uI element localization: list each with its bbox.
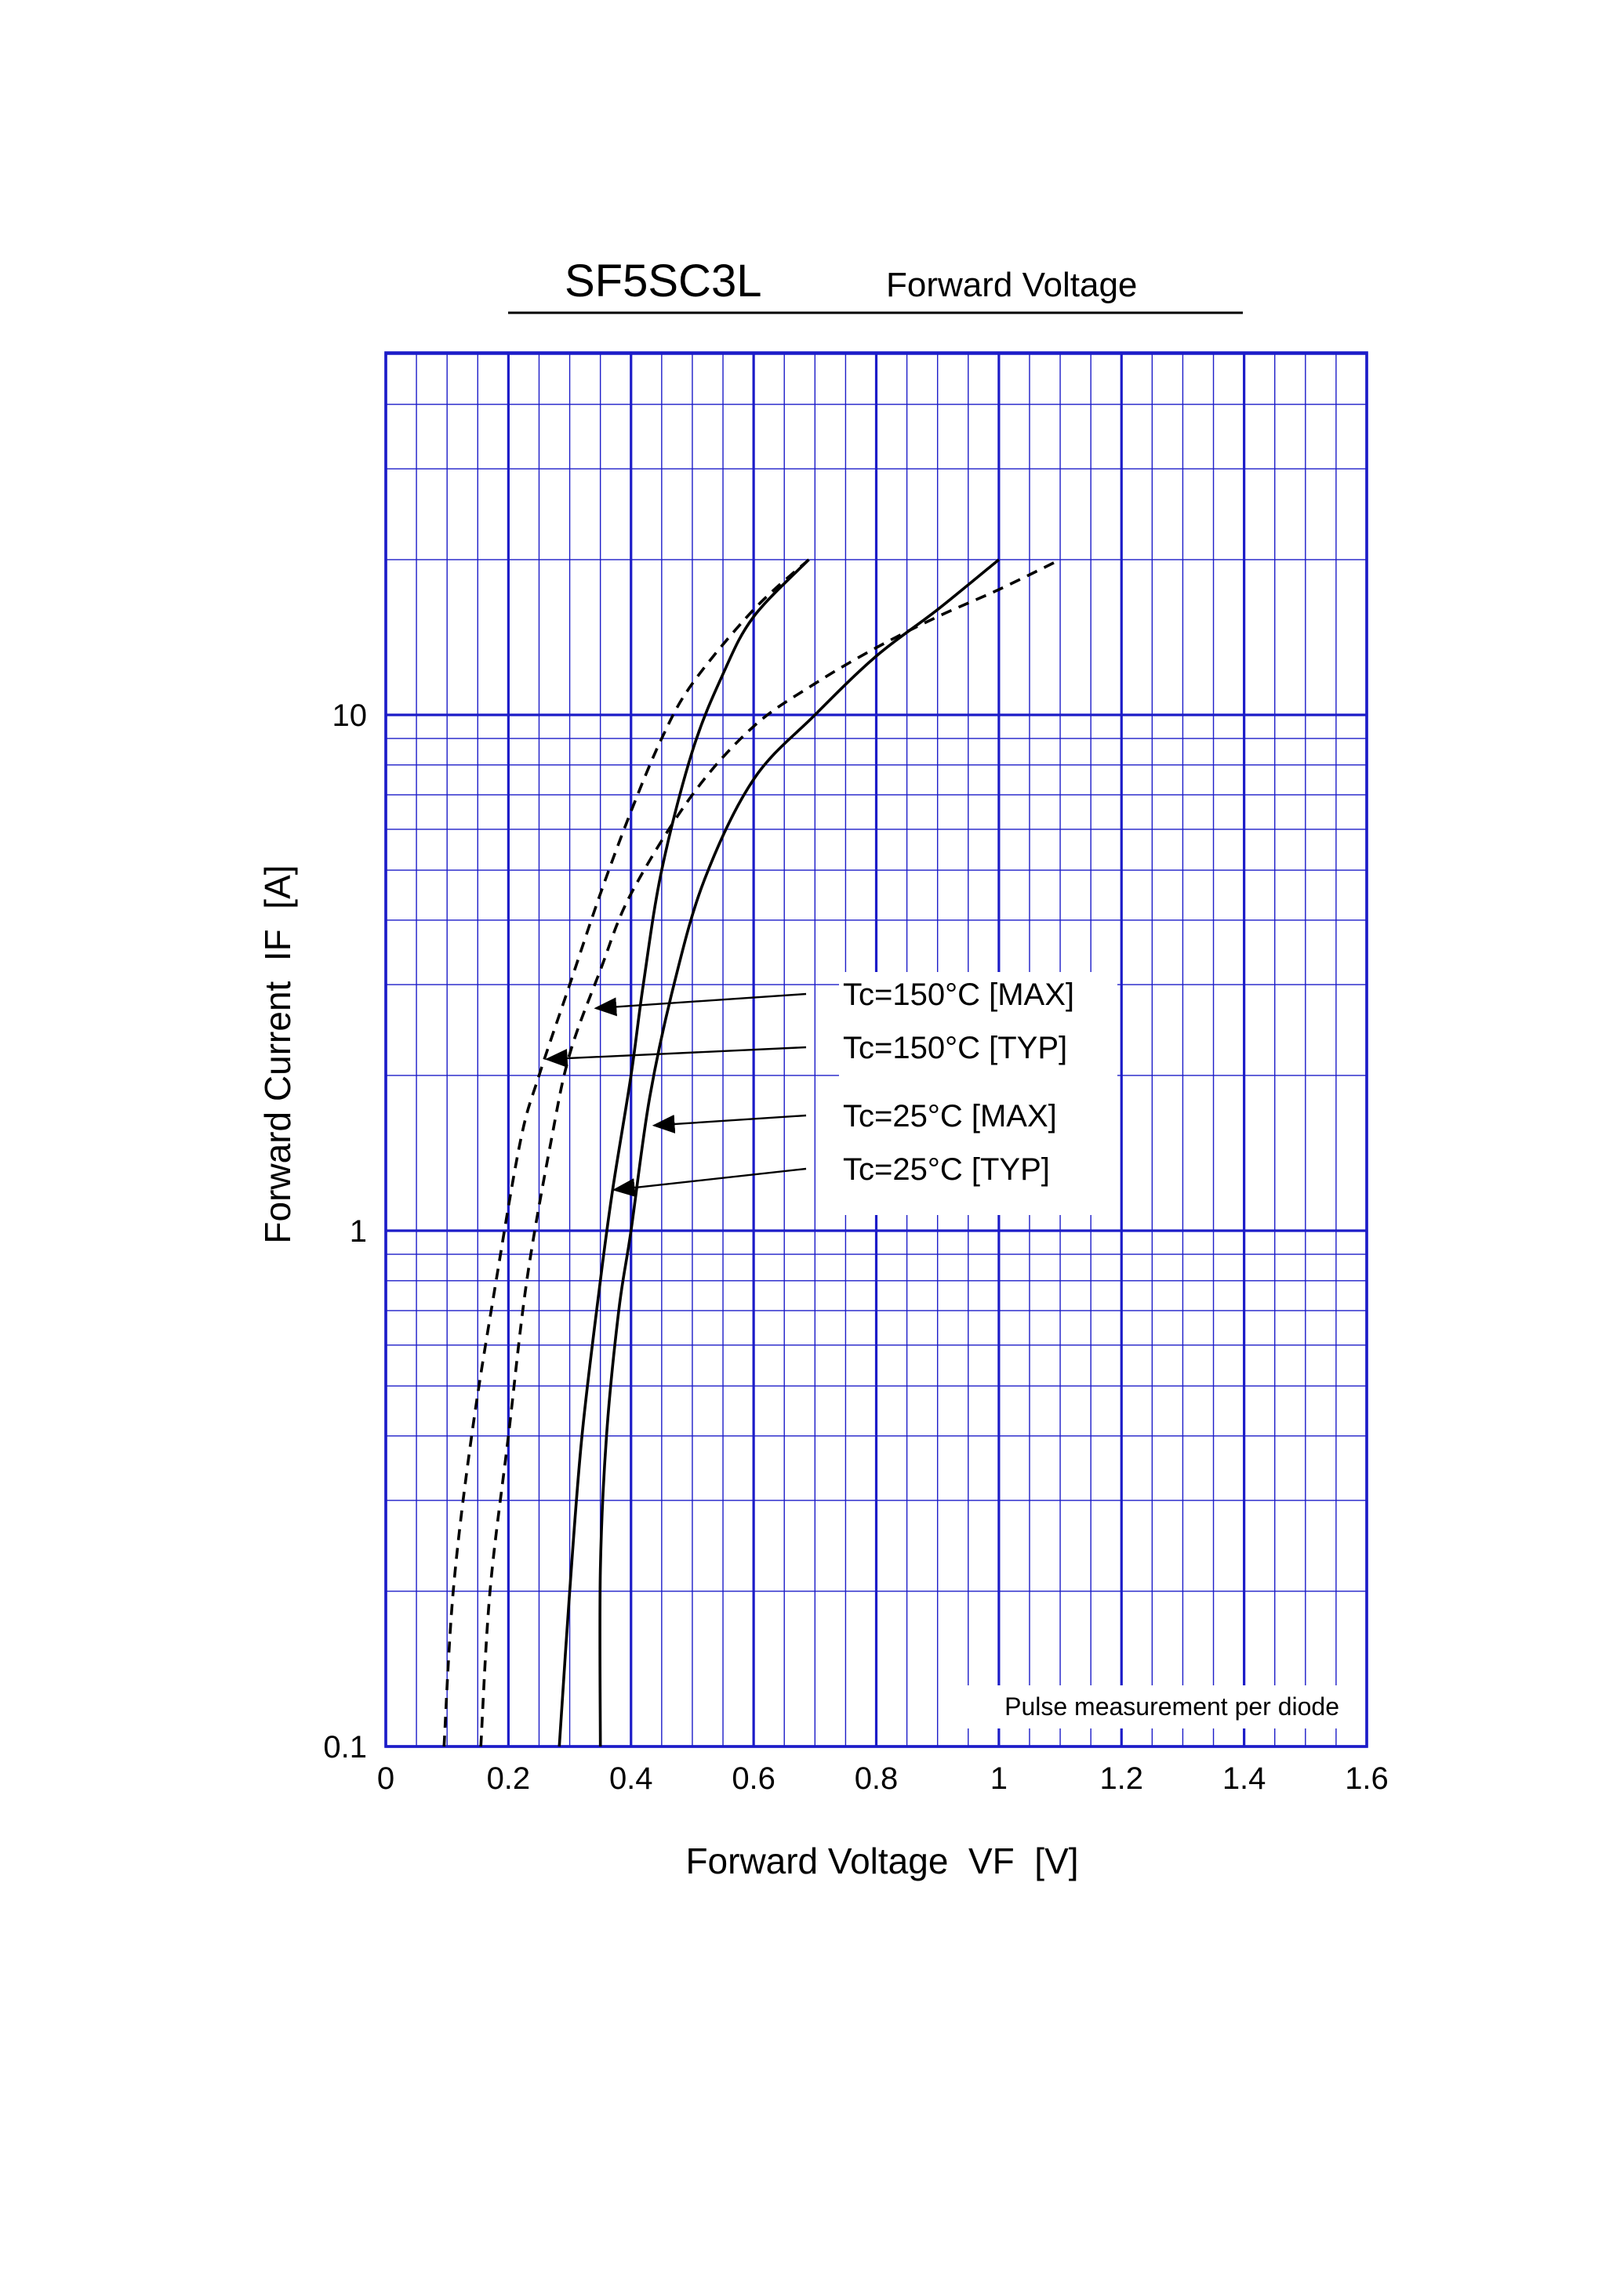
note-background (941, 1685, 1345, 1728)
pulse-note: Pulse measurement per diode (1004, 1692, 1339, 1721)
y-tick-label: 1 (350, 1214, 367, 1249)
y-axis-label: Forward Current IF [A] (257, 865, 298, 1243)
data-curves (442, 558, 1061, 1747)
x-tick-label: 1.6 (1345, 1761, 1389, 1796)
x-tick-label: 1 (990, 1761, 1008, 1796)
curve-tc-25-c-max- (598, 558, 1001, 1747)
x-axis-label: Forward Voltage VF [V] (685, 1841, 1078, 1881)
x-tick-label: 0.6 (732, 1761, 775, 1796)
curve-tc-150-c-max- (479, 558, 1061, 1747)
legend-annotations: Tc=150°C [MAX] Tc=150°C [TYP] Tc=25°C [MAX… (544, 978, 1074, 1197)
legend-label: Tc=25°C [TYP] (843, 1152, 1050, 1187)
legend-label: Tc=150°C [MAX] (843, 978, 1074, 1012)
x-tick-label: 0.2 (487, 1761, 531, 1796)
y-tick-label: 0.1 (323, 1730, 367, 1765)
chart-subtitle: Forward Voltage (886, 266, 1137, 304)
x-tick-label: 1.4 (1222, 1761, 1266, 1796)
x-tick-label: 1.2 (1099, 1761, 1143, 1796)
legend-arrow (612, 1167, 807, 1197)
legend-background (839, 972, 1117, 1215)
legend-arrow (594, 992, 807, 1017)
plot-frame (384, 351, 1368, 1748)
x-tick-label: 0 (377, 1761, 394, 1796)
legend-label: Tc=150°C [TYP] (843, 1031, 1067, 1065)
legend-arrow (544, 1046, 807, 1068)
tick-labels: 0 0.2 0.4 0.6 0.8 1 1.2 1.4 1.6 0.1 1 10 (323, 698, 1388, 1796)
x-tick-label: 0.4 (609, 1761, 653, 1796)
chart-title: SF5SC3L (565, 256, 761, 306)
x-tick-label: 0.8 (855, 1761, 899, 1796)
legend-arrow (652, 1114, 807, 1133)
curve-tc-25-c-typ- (558, 558, 810, 1747)
y-tick-label: 10 (332, 698, 368, 733)
legend-label: Tc=25°C [MAX] (843, 1099, 1057, 1133)
curve-tc-150-c-typ- (442, 558, 810, 1747)
